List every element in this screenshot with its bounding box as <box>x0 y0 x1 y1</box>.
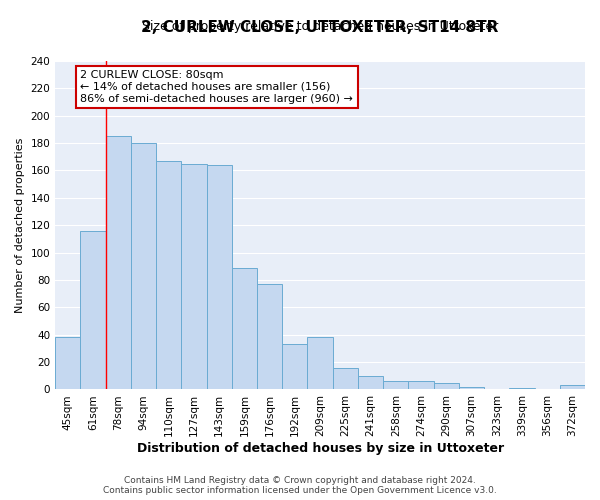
Bar <box>131 143 156 390</box>
Text: 2 CURLEW CLOSE: 80sqm
← 14% of detached houses are smaller (156)
86% of semi-det: 2 CURLEW CLOSE: 80sqm ← 14% of detached … <box>80 70 353 104</box>
Text: 2, CURLEW CLOSE, UTTOXETER, ST14 8TR: 2, CURLEW CLOSE, UTTOXETER, ST14 8TR <box>142 20 499 34</box>
Text: Contains HM Land Registry data © Crown copyright and database right 2024.
Contai: Contains HM Land Registry data © Crown c… <box>103 476 497 495</box>
Bar <box>206 165 232 390</box>
Bar <box>181 164 206 390</box>
Bar <box>434 382 459 390</box>
Bar <box>55 338 80 390</box>
Bar <box>232 268 257 390</box>
Bar <box>307 338 332 390</box>
X-axis label: Distribution of detached houses by size in Uttoxeter: Distribution of detached houses by size … <box>137 442 503 455</box>
Bar <box>358 376 383 390</box>
Title: Size of property relative to detached houses in Uttoxeter: Size of property relative to detached ho… <box>142 20 498 33</box>
Bar <box>409 381 434 390</box>
Bar <box>509 388 535 390</box>
Bar <box>257 284 282 390</box>
Bar <box>383 381 409 390</box>
Bar <box>560 386 585 390</box>
Bar <box>282 344 307 390</box>
Bar <box>156 161 181 390</box>
Bar <box>80 230 106 390</box>
Bar <box>459 386 484 390</box>
Y-axis label: Number of detached properties: Number of detached properties <box>15 138 25 313</box>
Bar <box>332 368 358 390</box>
Bar <box>106 136 131 390</box>
